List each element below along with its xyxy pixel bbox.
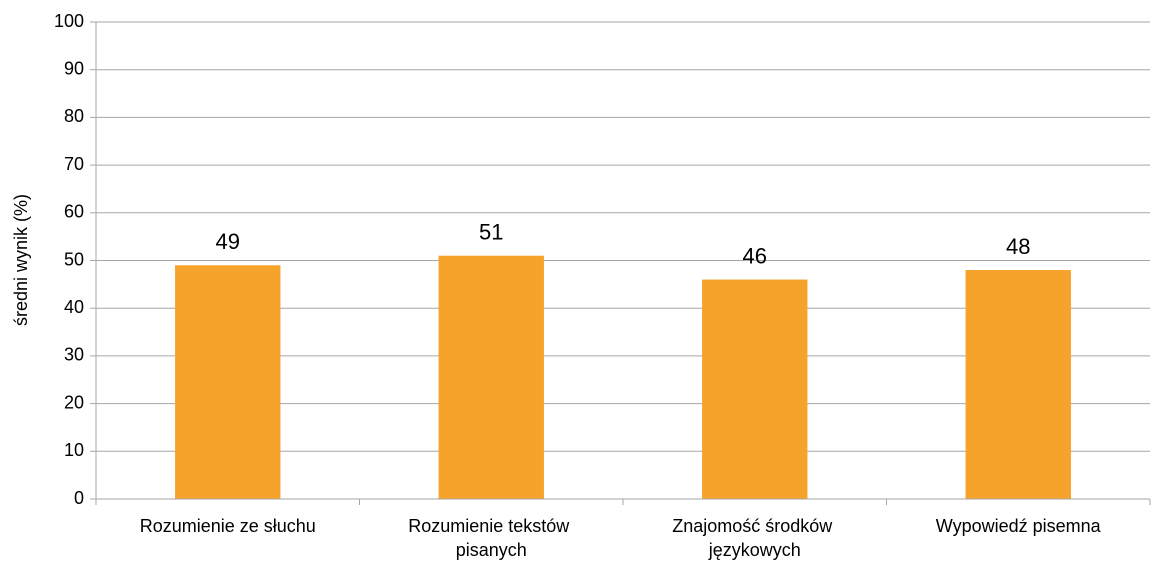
y-tick-label: 10 bbox=[64, 440, 84, 460]
y-tick-label: 90 bbox=[64, 58, 84, 78]
y-tick-label: 20 bbox=[64, 392, 84, 412]
y-tick-label: 80 bbox=[64, 106, 84, 126]
x-tick-label: Znajomość środków językowych bbox=[672, 516, 837, 560]
data-label: 49 bbox=[216, 229, 240, 254]
bar bbox=[965, 270, 1071, 499]
bar bbox=[175, 265, 281, 499]
data-label: 51 bbox=[479, 220, 503, 245]
y-tick-label: 60 bbox=[64, 202, 84, 222]
data-label: 48 bbox=[1006, 234, 1030, 259]
y-tick-label: 40 bbox=[64, 297, 84, 317]
y-tick-label: 70 bbox=[64, 154, 84, 174]
bar bbox=[438, 255, 544, 499]
x-tick-label: Rozumienie tekstów pisanych bbox=[408, 516, 574, 560]
x-tick-label: Wypowiedź pisemna bbox=[936, 516, 1102, 536]
y-tick-label: 100 bbox=[54, 11, 84, 31]
y-tick-label: 50 bbox=[64, 249, 84, 269]
x-tick-label: Rozumienie ze słuchu bbox=[140, 516, 316, 536]
y-tick-label: 0 bbox=[74, 488, 84, 508]
y-tick-label: 30 bbox=[64, 345, 84, 365]
data-label: 46 bbox=[743, 243, 767, 268]
y-axis-label: średni wynik (%) bbox=[11, 194, 31, 326]
bar bbox=[702, 279, 808, 499]
